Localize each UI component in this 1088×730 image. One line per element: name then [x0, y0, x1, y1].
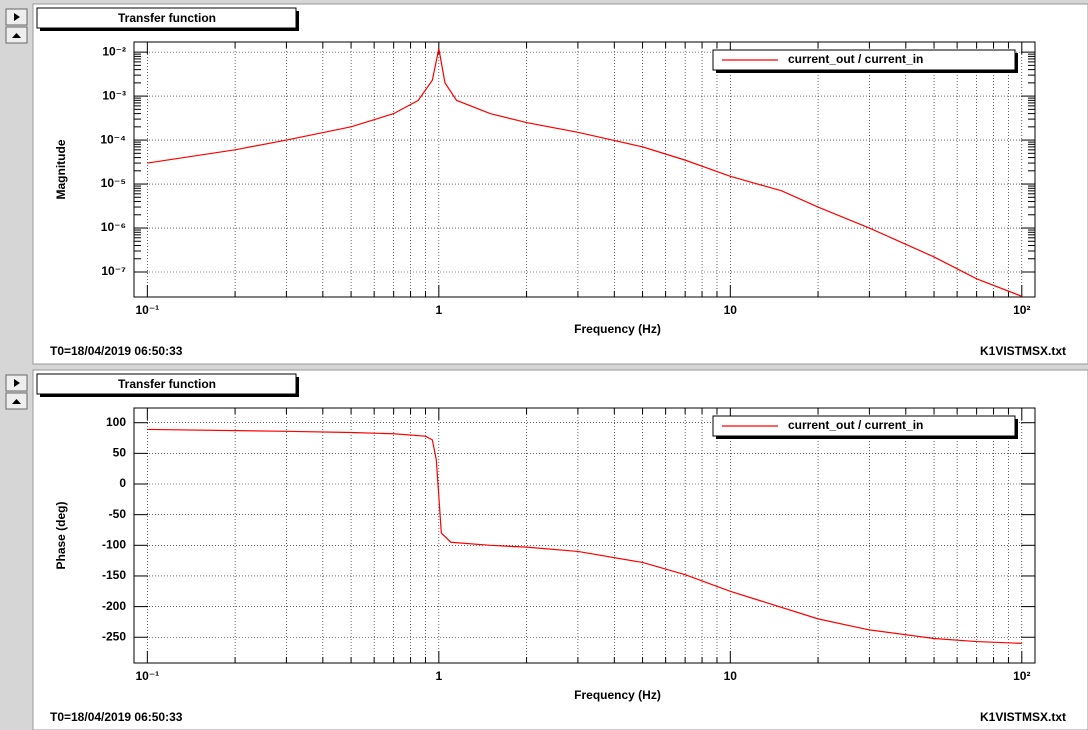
- toolbar-left: [5, 8, 28, 410]
- timestamp: T0=18/04/2019 06:50:33: [50, 344, 183, 358]
- arrow-icon: [12, 399, 21, 404]
- y-tick-label: 0: [119, 476, 126, 490]
- y-tick-label: 10⁻⁶: [101, 220, 126, 234]
- y-tick-label: 50: [113, 446, 127, 460]
- title-box: [36, 7, 297, 29]
- y-axis-label: Phase (deg): [54, 501, 68, 569]
- x-axis-label: Frequency (Hz): [574, 322, 661, 336]
- y-tick-label: -250: [102, 629, 126, 643]
- y-tick-label: -50: [109, 507, 127, 521]
- arrow-icon: [14, 379, 20, 387]
- legend-box: [712, 49, 1016, 71]
- data-line: [147, 48, 1023, 297]
- chart-title: Transfer function: [118, 11, 216, 25]
- y-tick-label: 100: [106, 415, 126, 429]
- x-tick-label: 10⁻¹: [135, 303, 159, 317]
- arrow-icon: [12, 33, 21, 38]
- data-line: [147, 428, 1022, 644]
- y-tick-label: 10⁻³: [102, 88, 126, 102]
- plot-area: [133, 407, 1036, 664]
- y-tick-label: -200: [102, 599, 126, 613]
- file-name: K1VISTMSX.txt: [980, 344, 1066, 358]
- y-tick-label: -150: [102, 568, 126, 582]
- x-tick-label: 10: [724, 669, 738, 683]
- x-tick-label: 10²: [1013, 303, 1030, 317]
- x-tick-label: 1: [435, 303, 442, 317]
- legend-label: current_out / current_in: [788, 52, 923, 66]
- arrow-icon: [14, 13, 20, 21]
- y-tick-label: -100: [102, 537, 126, 551]
- y-tick-label: 10⁻²: [102, 44, 126, 58]
- x-axis-label: Frequency (Hz): [574, 688, 661, 702]
- panel: Transfer function 10⁻¹ 1 10 10² 10⁻⁷ 10⁻⁶ 10⁻⁵ 1…: [32, 3, 1088, 365]
- panel: Transfer function 10⁻¹ 1 10 10² -250 -200 -150 -…: [32, 369, 1088, 730]
- y-tick-label: 10⁻⁴: [100, 132, 126, 146]
- file-name: K1VISTMSX.txt: [980, 710, 1066, 724]
- x-tick-label: 10: [724, 303, 738, 317]
- legend-label: current_out / current_in: [788, 418, 923, 432]
- plot-area: [133, 41, 1036, 298]
- title-box: [36, 373, 297, 395]
- x-tick-label: 10⁻¹: [135, 669, 159, 683]
- x-tick-label: 10²: [1013, 669, 1030, 683]
- y-tick-label: 10⁻⁵: [101, 176, 126, 190]
- x-tick-label: 1: [435, 669, 442, 683]
- y-axis-label: Magnitude: [54, 139, 68, 199]
- legend-box: [712, 415, 1016, 437]
- y-tick-label: 10⁻⁷: [101, 264, 126, 278]
- timestamp: T0=18/04/2019 06:50:33: [50, 710, 183, 724]
- chart-title: Transfer function: [118, 377, 216, 391]
